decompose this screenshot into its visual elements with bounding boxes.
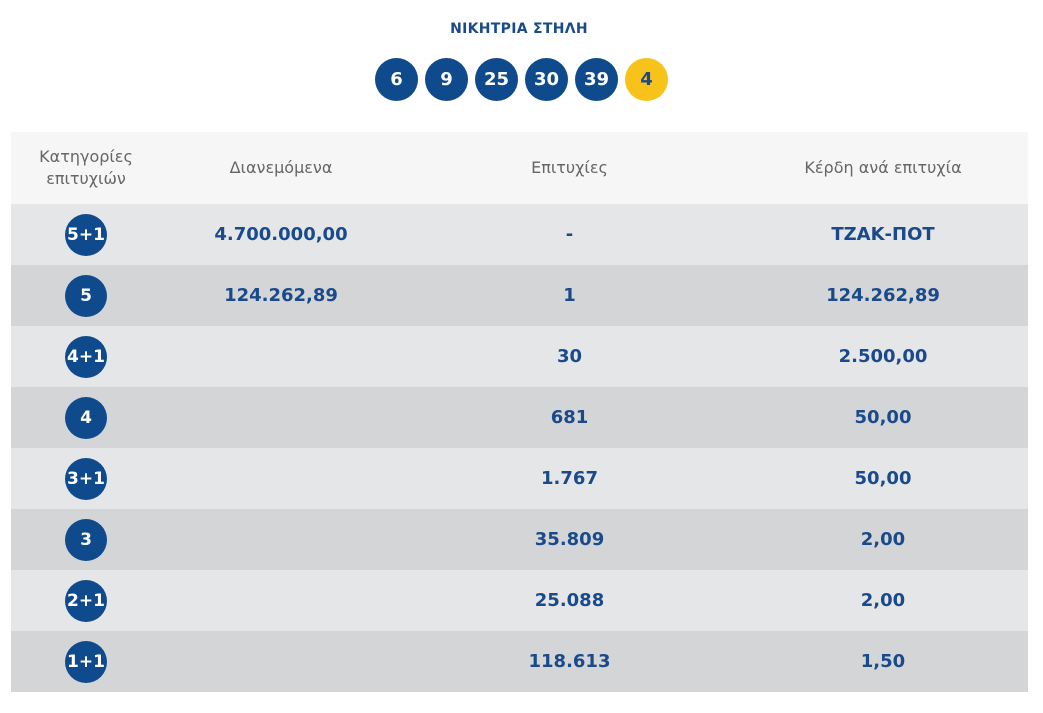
prize-cell: 50,00 (854, 468, 912, 489)
winners-cell: 1.767 (541, 468, 598, 489)
winners-cell: 681 (550, 407, 589, 428)
header-category-line1: Κατηγορίες (39, 147, 133, 166)
winners-cell: - (565, 224, 574, 245)
prize-cell: 50,00 (854, 407, 912, 428)
header-prize: Κέρδη ανά επιτυχία (804, 158, 962, 177)
category-badge: 4+1 (65, 335, 107, 378)
distributed-cell (161, 631, 401, 692)
category-badge: 3 (65, 518, 107, 561)
header-category-line2: επιτυχιών (46, 169, 126, 188)
category-badge: 1+1 (65, 640, 107, 683)
category-badge: 3+1 (65, 457, 107, 500)
distributed-cell: 124.262,89 (224, 285, 338, 306)
winners-cell: 25.088 (534, 590, 605, 611)
prize-cell: 2,00 (860, 529, 906, 550)
distributed-cell: 4.700.000,00 (214, 224, 348, 245)
winners-cell: 1 (563, 285, 576, 306)
number-ball: 9 (425, 58, 468, 101)
distributed-cell (161, 326, 401, 387)
category-badge: 4 (65, 396, 107, 439)
category-cell: 4+1 (11, 326, 161, 387)
table-row: 2+1 25.088 2,00 (11, 570, 1028, 631)
category-cell: 5 (11, 265, 161, 326)
prize-cell: 124.262,89 (826, 285, 940, 306)
category-cell: 1+1 (11, 631, 161, 692)
category-cell: 3 (11, 509, 161, 570)
table-row: 4 681 50,00 (11, 387, 1028, 448)
category-badge: 2+1 (65, 579, 107, 622)
table-row: 5+1 4.700.000,00 - ΤΖΑΚ-ΠΟΤ (11, 204, 1028, 265)
category-cell: 3+1 (11, 448, 161, 509)
winners-cell: 35.809 (534, 529, 605, 550)
winners-cell: 30 (556, 346, 583, 367)
table-row: 3+1 1.767 50,00 (11, 448, 1028, 509)
winners-cell: 118.613 (528, 651, 611, 672)
prize-cell: 1,50 (860, 651, 906, 672)
number-ball: 39 (575, 58, 618, 101)
winning-column-title: ΝΙΚΗΤΡΙΑ ΣΤΗΛΗ (450, 21, 588, 37)
table-header-row: Κατηγορίες επιτυχιών Διανεμόμενα Επιτυχί… (11, 132, 1028, 204)
category-badge: 5+1 (65, 213, 107, 256)
winning-numbers: 6 9 25 30 39 4 (375, 58, 668, 101)
number-ball: 30 (525, 58, 568, 101)
category-cell: 5+1 (11, 204, 161, 265)
number-ball: 6 (375, 58, 418, 101)
category-cell: 2+1 (11, 570, 161, 631)
prize-cell: 2.500,00 (838, 346, 928, 367)
prize-table: Κατηγορίες επιτυχιών Διανεμόμενα Επιτυχί… (11, 132, 1028, 692)
distributed-cell (161, 448, 401, 509)
bonus-ball: 4 (625, 58, 668, 101)
number-ball: 25 (475, 58, 518, 101)
header-distributed: Διανεμόμενα (229, 158, 333, 177)
distributed-cell (161, 509, 401, 570)
category-cell: 4 (11, 387, 161, 448)
header-winners: Επιτυχίες (531, 158, 608, 177)
prize-cell: 2,00 (860, 590, 906, 611)
distributed-cell (161, 387, 401, 448)
prize-cell: ΤΖΑΚ-ΠΟΤ (831, 224, 935, 245)
header-category: Κατηγορίες επιτυχιών (11, 132, 161, 204)
table-row: 1+1 118.613 1,50 (11, 631, 1028, 692)
table-row: 4+1 30 2.500,00 (11, 326, 1028, 387)
distributed-cell (161, 570, 401, 631)
category-badge: 5 (65, 274, 107, 317)
table-row: 5 124.262,89 1 124.262,89 (11, 265, 1028, 326)
table-row: 3 35.809 2,00 (11, 509, 1028, 570)
